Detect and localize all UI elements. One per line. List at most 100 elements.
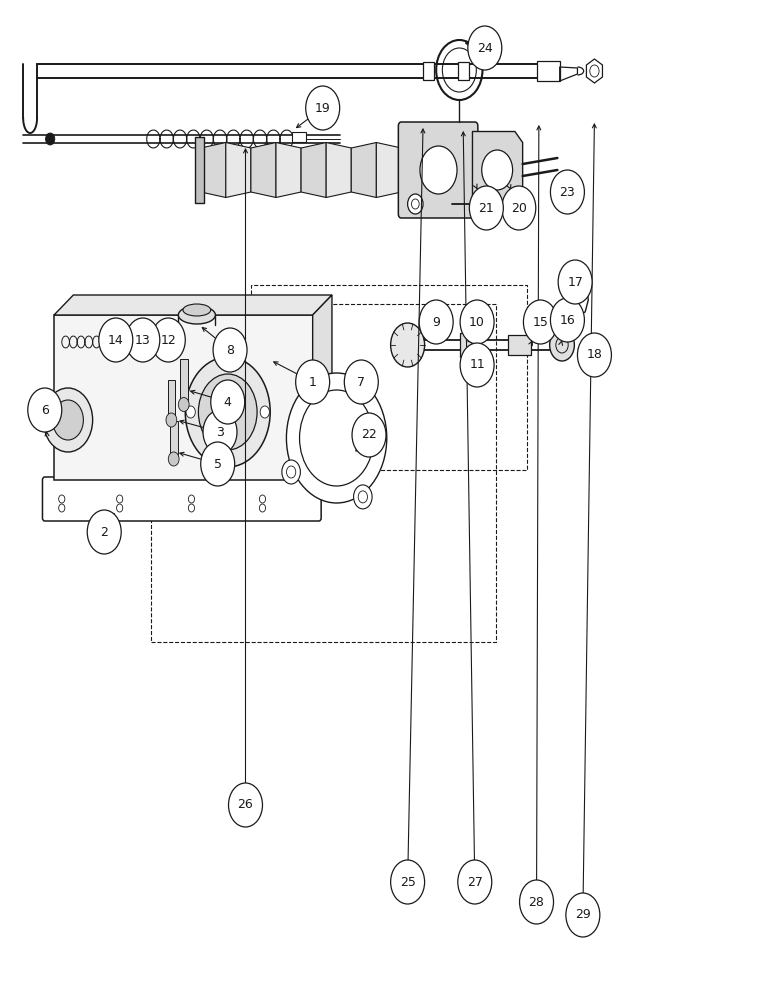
Circle shape: [46, 133, 55, 145]
Text: 19: 19: [315, 102, 330, 114]
Text: 29: 29: [575, 908, 591, 922]
Bar: [180, 360, 188, 404]
Circle shape: [151, 318, 185, 362]
Text: 7: 7: [357, 375, 365, 388]
Circle shape: [201, 442, 235, 486]
Text: 17: 17: [567, 275, 583, 288]
Polygon shape: [54, 295, 332, 315]
Circle shape: [168, 452, 179, 466]
Text: 28: 28: [529, 896, 544, 908]
Circle shape: [213, 328, 247, 372]
Circle shape: [286, 373, 387, 503]
Bar: [195, 137, 204, 203]
Circle shape: [87, 510, 121, 554]
Text: 18: 18: [587, 349, 602, 361]
Circle shape: [99, 318, 133, 362]
Circle shape: [296, 360, 330, 404]
Text: 25: 25: [400, 876, 415, 888]
Polygon shape: [587, 59, 602, 83]
Circle shape: [458, 860, 492, 904]
Circle shape: [550, 329, 574, 361]
Circle shape: [306, 86, 340, 130]
Polygon shape: [201, 143, 225, 198]
Circle shape: [523, 300, 557, 344]
Circle shape: [178, 397, 189, 412]
Bar: [458, 62, 469, 80]
Text: 10: 10: [469, 316, 485, 328]
Polygon shape: [54, 315, 313, 480]
Circle shape: [469, 186, 503, 230]
Circle shape: [344, 360, 378, 404]
Circle shape: [186, 406, 195, 418]
Ellipse shape: [178, 306, 215, 324]
Text: 14: 14: [108, 334, 124, 347]
Text: 1: 1: [309, 375, 317, 388]
Bar: [537, 61, 560, 81]
Polygon shape: [313, 295, 332, 480]
Text: 4: 4: [224, 395, 232, 408]
Text: 21: 21: [479, 202, 494, 215]
Bar: [460, 333, 479, 357]
Text: 27: 27: [467, 876, 482, 888]
Circle shape: [460, 300, 494, 344]
Polygon shape: [301, 143, 327, 198]
Circle shape: [502, 186, 536, 230]
Circle shape: [482, 150, 513, 190]
Circle shape: [128, 338, 139, 352]
Circle shape: [354, 485, 372, 509]
Circle shape: [460, 343, 494, 387]
Text: 9: 9: [432, 316, 440, 328]
Circle shape: [260, 406, 269, 418]
Circle shape: [408, 194, 423, 214]
Text: 3: 3: [216, 426, 224, 438]
Circle shape: [203, 410, 237, 454]
Text: 12: 12: [161, 334, 176, 347]
Text: 8: 8: [226, 344, 234, 357]
Bar: [423, 62, 434, 80]
Bar: [251, 285, 527, 470]
Text: 26: 26: [238, 798, 253, 812]
Text: 20: 20: [511, 202, 527, 215]
Polygon shape: [377, 143, 401, 198]
Polygon shape: [565, 278, 588, 315]
Polygon shape: [251, 143, 276, 198]
Bar: [352, 374, 364, 390]
Bar: [170, 421, 178, 459]
Text: 24: 24: [477, 41, 493, 54]
Circle shape: [229, 783, 262, 827]
Circle shape: [391, 860, 425, 904]
Ellipse shape: [183, 304, 211, 316]
FancyBboxPatch shape: [42, 477, 321, 521]
Circle shape: [198, 374, 257, 450]
Circle shape: [558, 260, 592, 304]
Text: 5: 5: [214, 458, 222, 471]
Bar: [508, 335, 531, 355]
Circle shape: [566, 893, 600, 937]
Circle shape: [282, 460, 300, 484]
Circle shape: [391, 323, 425, 367]
Circle shape: [52, 400, 83, 440]
Polygon shape: [560, 67, 577, 81]
Circle shape: [28, 388, 62, 432]
Text: 15: 15: [533, 316, 548, 328]
Circle shape: [185, 357, 270, 467]
Bar: [151, 304, 496, 642]
Bar: [489, 193, 499, 211]
Polygon shape: [225, 143, 251, 198]
Circle shape: [577, 333, 611, 377]
Circle shape: [352, 413, 386, 457]
Circle shape: [520, 880, 554, 924]
Circle shape: [300, 390, 374, 486]
Polygon shape: [472, 132, 523, 209]
Circle shape: [468, 26, 502, 70]
Text: 11: 11: [469, 359, 485, 371]
FancyBboxPatch shape: [398, 122, 478, 218]
Polygon shape: [327, 143, 351, 198]
Circle shape: [211, 380, 245, 424]
Bar: [168, 380, 175, 420]
Circle shape: [223, 358, 232, 370]
Text: 23: 23: [560, 186, 575, 198]
Circle shape: [419, 300, 453, 344]
Text: 2: 2: [100, 526, 108, 538]
Text: 6: 6: [41, 403, 49, 416]
